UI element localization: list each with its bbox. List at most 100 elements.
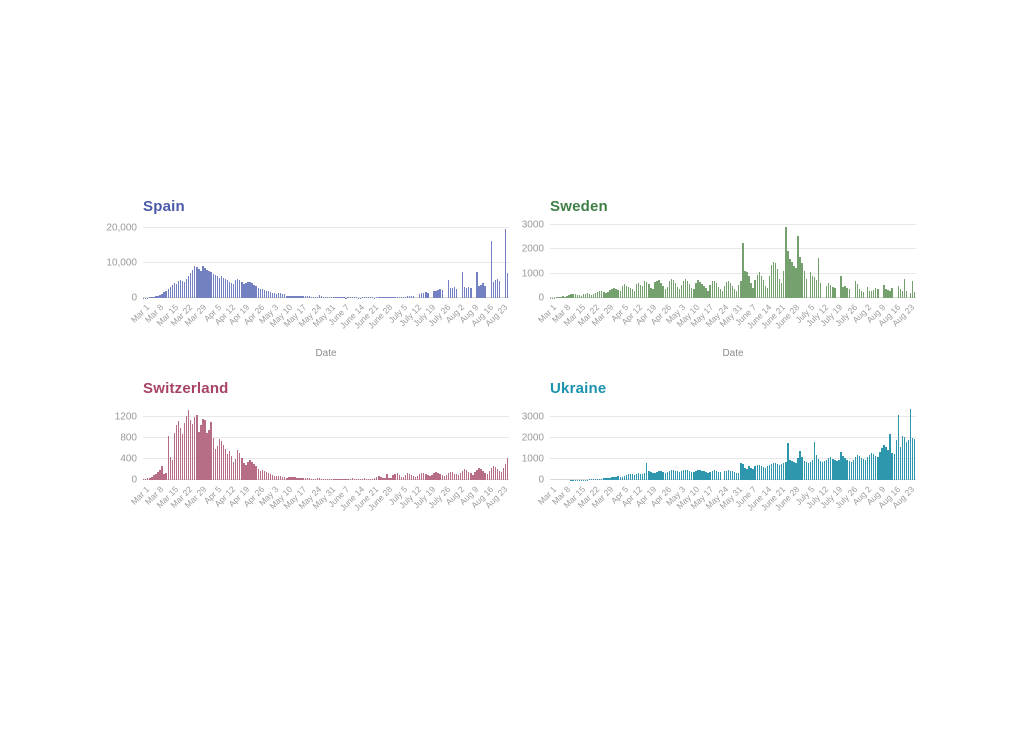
bar [570, 294, 572, 298]
y-axis: 0 1000 2000 3000 [504, 220, 550, 304]
bar [907, 440, 910, 480]
x-axis-title: Date [722, 348, 744, 359]
bar [776, 464, 779, 480]
bar [723, 285, 726, 298]
bar [799, 256, 801, 298]
bar [202, 419, 204, 480]
bar [204, 419, 206, 480]
chart-title-switzerland: Switzerland [143, 380, 229, 397]
bar [382, 477, 384, 480]
bar [267, 473, 270, 480]
bar [310, 478, 313, 480]
bar [903, 437, 906, 480]
bar [372, 297, 374, 298]
bar [713, 280, 715, 298]
bar [860, 290, 863, 298]
bar [226, 280, 229, 298]
bar [844, 458, 846, 480]
bar [314, 479, 317, 480]
bar [421, 293, 423, 298]
bar [449, 288, 452, 298]
bar [263, 471, 265, 480]
bar [609, 477, 611, 480]
bar [155, 473, 157, 480]
bar [282, 293, 284, 298]
bar [472, 474, 474, 480]
bar [862, 291, 865, 298]
bar [623, 476, 625, 480]
bar [220, 441, 223, 480]
bar [770, 265, 773, 298]
bar [885, 288, 887, 298]
bar [214, 275, 216, 298]
plot-row: 0 400 800 1200 [97, 405, 509, 486]
bar [760, 466, 762, 480]
bar [605, 293, 607, 298]
bar [862, 459, 865, 480]
bar [271, 475, 274, 480]
bar [279, 293, 282, 298]
bar [738, 284, 740, 298]
bar [337, 296, 339, 298]
bar [858, 289, 861, 298]
bar [288, 295, 290, 298]
bar [787, 250, 789, 298]
bar [433, 473, 435, 480]
bar [261, 469, 263, 480]
bar [255, 286, 257, 298]
bar [785, 461, 787, 480]
bar [478, 468, 480, 480]
bar [787, 442, 789, 480]
bar [369, 297, 372, 298]
bar [909, 409, 912, 480]
bar [466, 470, 468, 480]
bar [803, 461, 805, 480]
bar [805, 462, 807, 480]
bar [396, 297, 398, 298]
bar [875, 287, 877, 298]
x-axis: Mar 1 Mar 8 Mar 15 Mar 22 Mar 29 Apr 5 Apr 12 A… [536, 480, 916, 530]
bar [689, 284, 691, 298]
bar [318, 294, 321, 298]
bar [793, 266, 795, 298]
bar [627, 287, 630, 298]
bar [672, 280, 675, 298]
bar [699, 469, 701, 480]
bar [654, 282, 656, 298]
bar [678, 288, 681, 298]
bar [367, 296, 370, 298]
bar [686, 470, 689, 480]
bar [241, 282, 243, 298]
bar [421, 472, 423, 480]
bar [192, 269, 194, 298]
bar [292, 476, 294, 480]
bar [650, 472, 652, 480]
bar [871, 291, 873, 298]
bar [799, 450, 801, 480]
bar [447, 280, 450, 298]
bar [181, 433, 184, 480]
bar [789, 259, 791, 298]
gridline [550, 416, 916, 418]
bar [560, 296, 562, 298]
bar [664, 472, 666, 480]
bar [779, 278, 781, 298]
bar [783, 271, 785, 298]
bar [433, 291, 435, 298]
bar [911, 438, 914, 480]
bar [200, 425, 202, 480]
bar [216, 446, 218, 480]
bar [208, 271, 210, 298]
bar [464, 286, 466, 298]
bar [284, 477, 286, 480]
bar [666, 471, 668, 480]
bar [783, 462, 785, 480]
bar [378, 476, 380, 480]
bar [682, 280, 685, 298]
bar [396, 473, 398, 480]
bar [237, 449, 239, 480]
bar [374, 478, 376, 480]
bar [879, 451, 881, 480]
bar [290, 476, 292, 480]
chart-spain: Spain 0 10,000 20,000 Mar 1 Mar 8 Mar 15 Mar … [97, 198, 509, 359]
